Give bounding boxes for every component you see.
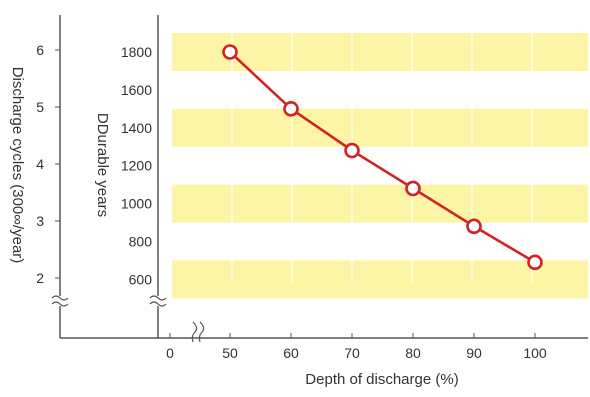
background-bands	[172, 14, 588, 299]
y-tick-label-1600: 1600	[121, 82, 152, 98]
y-axis-break-mark	[149, 295, 167, 307]
x-tick-label-100: 100	[523, 345, 547, 361]
band-4	[172, 260, 588, 299]
x-tick-label-60: 60	[283, 345, 299, 361]
y2-tick-label-3: 3	[36, 213, 44, 229]
y2-tick-label-6: 6	[36, 42, 44, 58]
data-point-80	[405, 180, 421, 197]
series-line	[229, 51, 536, 264]
data-point-50	[222, 44, 238, 60]
y-tick-label-600: 600	[129, 271, 153, 287]
tick-labels: 2 3 4 5 6 600 800 1000 1200 1400 1600 1800 0 50 60 70 80…	[36, 42, 547, 361]
data-point-70	[344, 142, 360, 159]
y2-tick-label-2: 2	[36, 270, 44, 286]
data-point-100	[527, 254, 543, 271]
data-point-60	[283, 101, 299, 117]
band-2	[172, 108, 588, 147]
x-tick-label-0: 0	[166, 345, 174, 361]
data-point-90	[466, 218, 482, 235]
y2-tick-label-5: 5	[36, 99, 44, 115]
y-tick-label-800: 800	[129, 234, 153, 250]
y-tick-label-1800: 1800	[121, 44, 152, 60]
y-tick-label-1000: 1000	[121, 196, 152, 212]
series	[222, 44, 543, 271]
y-axis-label: DDurable years	[94, 113, 111, 217]
x-axis-break-mark	[191, 321, 205, 343]
y-tick-label-1200: 1200	[121, 158, 152, 174]
x-tick-label-90: 90	[466, 345, 482, 361]
x-axis-label: Depth of discharge (%)	[305, 371, 458, 388]
band-1	[172, 33, 588, 71]
y2-tick-label-4: 4	[36, 156, 44, 172]
axes	[51, 15, 588, 343]
x-tick-label-70: 70	[344, 345, 360, 361]
y2-axis-label: Discharge cycles (300∞/year)	[9, 67, 26, 264]
x-tick-label-50: 50	[222, 345, 238, 361]
band-3	[172, 184, 588, 223]
y-tick-label-1400: 1400	[121, 120, 152, 136]
x-tick-label-80: 80	[405, 345, 421, 361]
left-axis-break-mark	[51, 295, 69, 307]
